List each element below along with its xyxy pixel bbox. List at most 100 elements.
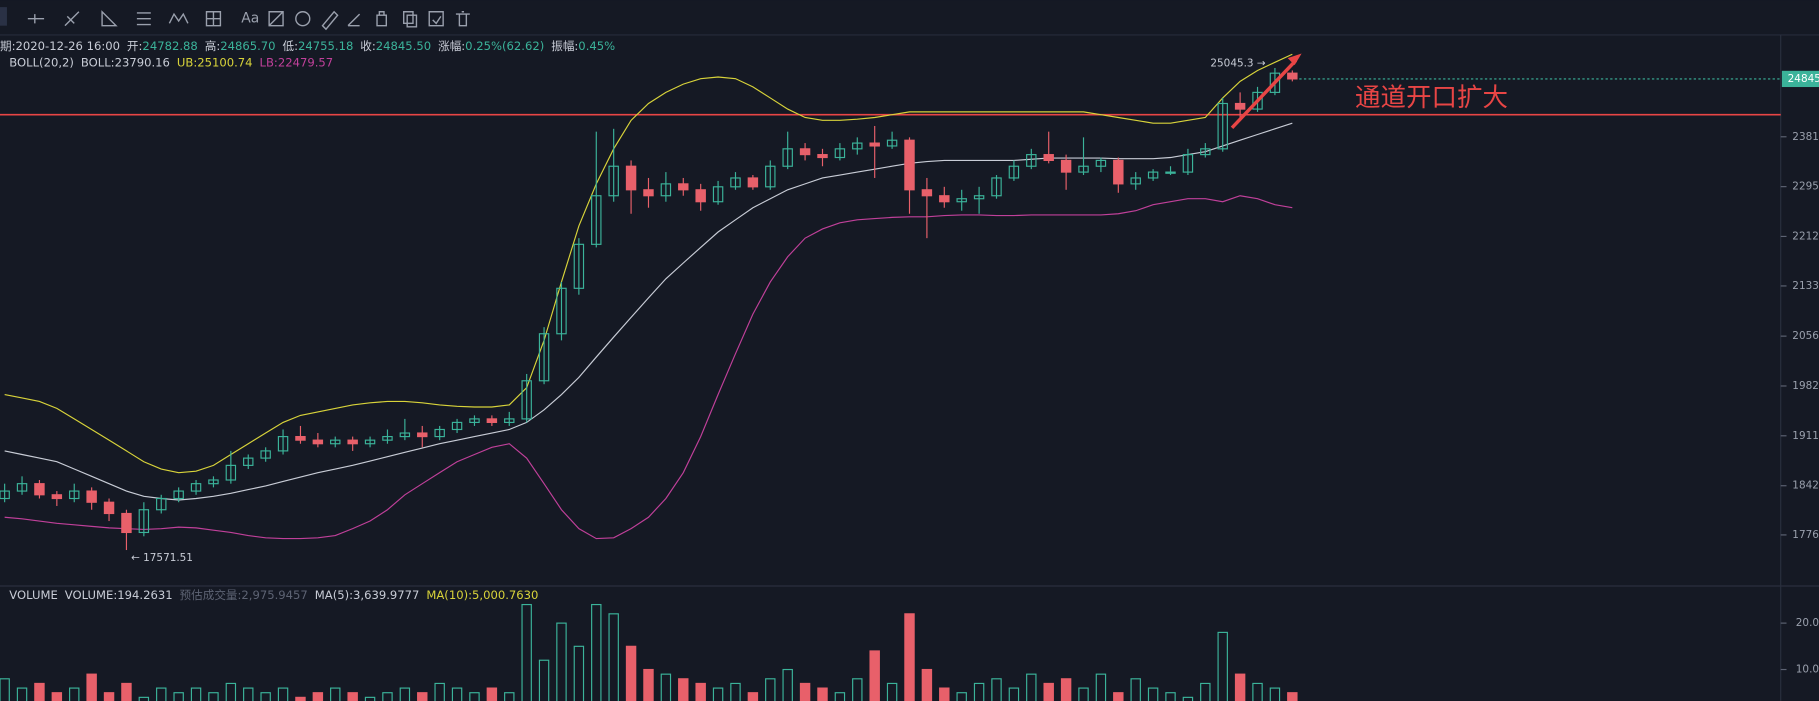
candle-body [608, 165, 619, 197]
volume-bar [904, 613, 915, 701]
volume-bar [1217, 631, 1228, 701]
candle-body [1043, 154, 1054, 161]
info-text: UB:25100.74 [177, 55, 253, 69]
volume-bar [521, 603, 532, 701]
info-text: 24782.88 [142, 39, 197, 53]
tool-delete[interactable] [455, 11, 470, 27]
candle-body [1200, 148, 1211, 156]
volume-bar [330, 687, 341, 701]
info-text: 振幅: [551, 39, 578, 53]
volume-bar [973, 682, 985, 701]
y-tick-label: 22953 [1792, 181, 1819, 193]
tool-active[interactable] [0, 7, 7, 26]
volume-bar [312, 692, 324, 701]
tool-text[interactable]: Aa [241, 11, 259, 27]
candle-body [939, 195, 950, 203]
volume-bar [156, 687, 167, 701]
last-price-label: 24845 [1788, 73, 1819, 85]
info-text: 涨幅: [438, 39, 465, 53]
volume-bar [643, 668, 654, 701]
info-text: BOLL(20,2) [9, 55, 74, 69]
volume-bar [625, 645, 637, 701]
candle-body [956, 198, 967, 203]
volume-bar [712, 687, 724, 701]
candle-body [852, 142, 863, 150]
candle-body [1026, 154, 1037, 167]
info-text: BOLL:23790.16 [81, 55, 170, 69]
volume-bar [1078, 687, 1089, 701]
candle-body [1095, 159, 1107, 167]
candle-body [486, 418, 498, 423]
info-text: 24755.18 [298, 39, 353, 53]
tool-channel[interactable] [136, 12, 151, 26]
candle-body [260, 450, 271, 459]
tool-pattern[interactable] [168, 12, 189, 24]
y-tick-label: 19824 [1792, 380, 1819, 392]
volume-bar [1182, 696, 1194, 701]
volume-bar [939, 687, 950, 701]
candle-body [678, 183, 689, 191]
candle-body [1269, 72, 1281, 93]
candle-body [834, 148, 846, 159]
tool-copy[interactable] [403, 11, 418, 28]
candle-body [660, 183, 672, 197]
candle-body [991, 177, 1002, 197]
info-text: 0.45% [578, 39, 615, 53]
volume-bar [1060, 678, 1072, 701]
tool-trendline[interactable] [64, 11, 80, 27]
y-tick-label: 22128 [1792, 230, 1819, 242]
volume-bar [782, 668, 793, 701]
volume-bar [1234, 673, 1246, 701]
candle-body [1060, 159, 1072, 173]
tool-measure[interactable] [205, 11, 222, 27]
candle-body [521, 380, 532, 420]
candle-body [434, 428, 445, 438]
candle-body [330, 439, 341, 445]
candle-body [347, 439, 358, 445]
drawn-arrow [1230, 59, 1298, 129]
candle-body [695, 189, 706, 203]
y-tick-label: 20564 [1792, 330, 1819, 342]
info-text: 低: [283, 39, 299, 53]
tool-icon[interactable] [268, 11, 284, 27]
tool-brush[interactable] [295, 11, 311, 27]
info-text: 24845.50 [376, 39, 431, 53]
volume-bar [695, 682, 706, 701]
low-label: ← 17571.51 [131, 552, 193, 564]
candle-body [1252, 91, 1263, 110]
candle-body [782, 148, 793, 167]
candle-body [921, 189, 933, 197]
volume-bar [1026, 673, 1037, 701]
candle-body [1217, 102, 1228, 150]
volume-bar [295, 696, 306, 701]
volume-bar [556, 622, 567, 701]
tool-crosshair[interactable] [27, 14, 45, 24]
tool-lock[interactable] [376, 11, 388, 27]
volume-bar [225, 682, 237, 701]
volume-bar [417, 692, 428, 701]
volume-bar [260, 692, 271, 701]
volume-bar [86, 673, 97, 701]
candle-body [973, 195, 985, 200]
tool-magnet[interactable] [347, 13, 361, 27]
boll-line [4, 195, 1293, 540]
info-text: MA(10):5,000.7630 [426, 588, 538, 602]
candle-body [34, 483, 45, 496]
candle-body [86, 490, 97, 503]
candle-body [1113, 159, 1124, 185]
candle-body [364, 439, 376, 445]
high-label: 25045.3 → [1210, 57, 1265, 69]
tool-ruler[interactable] [321, 10, 339, 31]
candle-body [799, 148, 811, 156]
last-price-box [1781, 70, 1819, 88]
volume-bar [608, 613, 619, 701]
volume-bar [799, 682, 811, 701]
info-text: 0.25%(62.62) [465, 39, 544, 53]
volume-bar [138, 696, 150, 701]
tool-fib[interactable] [101, 10, 118, 27]
candle-body [765, 165, 776, 188]
volume-bar [660, 673, 672, 701]
tool-visible[interactable] [428, 11, 444, 27]
candle-body [712, 186, 724, 203]
